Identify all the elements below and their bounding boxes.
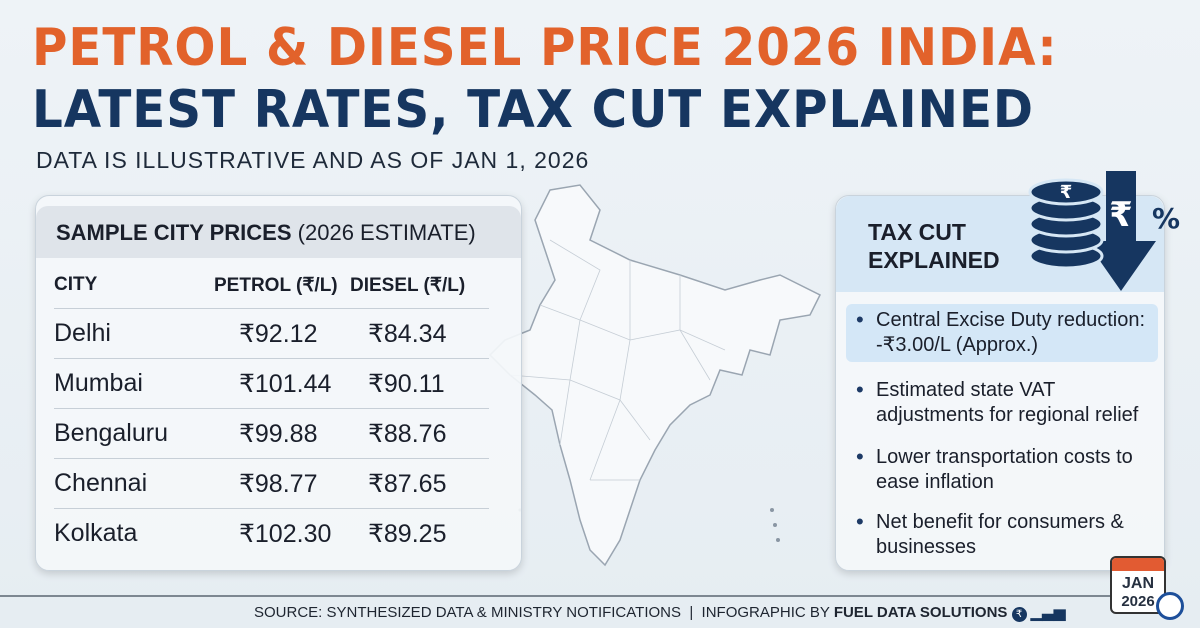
table-row: Mumbai ₹101.44 ₹90.11 [54,358,489,408]
heading-line-2: EXPLAINED [868,247,1000,273]
petrol-price: ₹99.88 [239,420,318,448]
diesel-price: ₹87.65 [368,470,447,498]
city-prices-card: SAMPLE CITY PRICES (2026 ESTIMATE) CITY … [35,195,522,571]
footer-credit: SOURCE: SYNTHESIZED DATA & MINISTRY NOTI… [254,603,1065,622]
city-prices-heading: SAMPLE CITY PRICES (2026 ESTIMATE) [36,206,521,258]
col-diesel: DIESEL (₹/L) [350,275,466,296]
diesel-price: ₹88.76 [368,420,447,448]
city: Bengaluru [54,419,168,447]
heading-note: (2026 ESTIMATE) [297,220,476,245]
diesel-price: ₹90.11 [368,370,445,398]
diesel-price: ₹84.34 [368,320,447,348]
city: Delhi [54,319,111,347]
table-row: Chennai ₹98.77 ₹87.65 [54,458,489,508]
heading-line-1: TAX CUT [868,219,966,245]
col-petrol: PETROL (₹/L) [214,275,338,296]
city: Mumbai [54,369,143,397]
petrol-price: ₹101.44 [239,370,332,398]
city: Kolkata [54,519,138,547]
title-line-2: LATEST RATES, TAX CUT EXPLAINED [32,80,1034,140]
city: Chennai [54,469,148,497]
table-row: Bengaluru ₹99.88 ₹88.76 [54,408,489,458]
tax-bullet: Estimated state VAT adjustments for regi… [846,374,1158,432]
footer-source: SOURCE: SYNTHESIZED DATA & MINISTRY NOTI… [254,604,834,621]
rupee-arrow-symbol: ₹ [1109,195,1133,235]
diesel-price: ₹89.25 [368,520,447,548]
rupee-symbol: ₹ [1060,182,1073,203]
col-city: CITY [54,274,98,295]
footer-divider [0,595,1110,597]
rupee-coin-icon: ₹ [1011,607,1027,622]
petrol-price: ₹98.77 [239,470,318,498]
subtitle: DATA IS ILLUSTRATIVE AND AS OF JAN 1, 20… [36,147,590,173]
petrol-price: ₹102.30 [239,520,332,548]
heading-text: SAMPLE CITY PRICES [56,220,292,245]
table-row: Kolkata ₹102.30 ₹89.25 [54,508,489,558]
tax-bullet: Lower transportation costs to ease infla… [846,441,1158,499]
tax-bullet: Net benefit for consumers & businesses [846,506,1158,564]
percent-symbol: % [1152,202,1180,235]
petrol-price: ₹92.12 [239,320,318,348]
coins-down-arrow-icon: ₹ ₹ % [1028,171,1180,291]
india-map-illustration [488,184,822,567]
calendar-month: JAN [1121,575,1154,592]
footer-brand: FUEL DATA SOLUTIONS [833,604,1008,621]
bar-chart-icon: ▁▃▅ [1030,604,1066,621]
table-row: Delhi ₹92.12 ₹84.34 [54,308,489,358]
calendar-year: 2026 [1121,593,1155,610]
tax-bullet: Central Excise Duty reduction: -₹3.00/L … [846,304,1158,362]
title-line-1: PETROL & DIESEL PRICE 2026 INDIA: [32,18,1058,78]
clock-icon [1156,592,1184,620]
